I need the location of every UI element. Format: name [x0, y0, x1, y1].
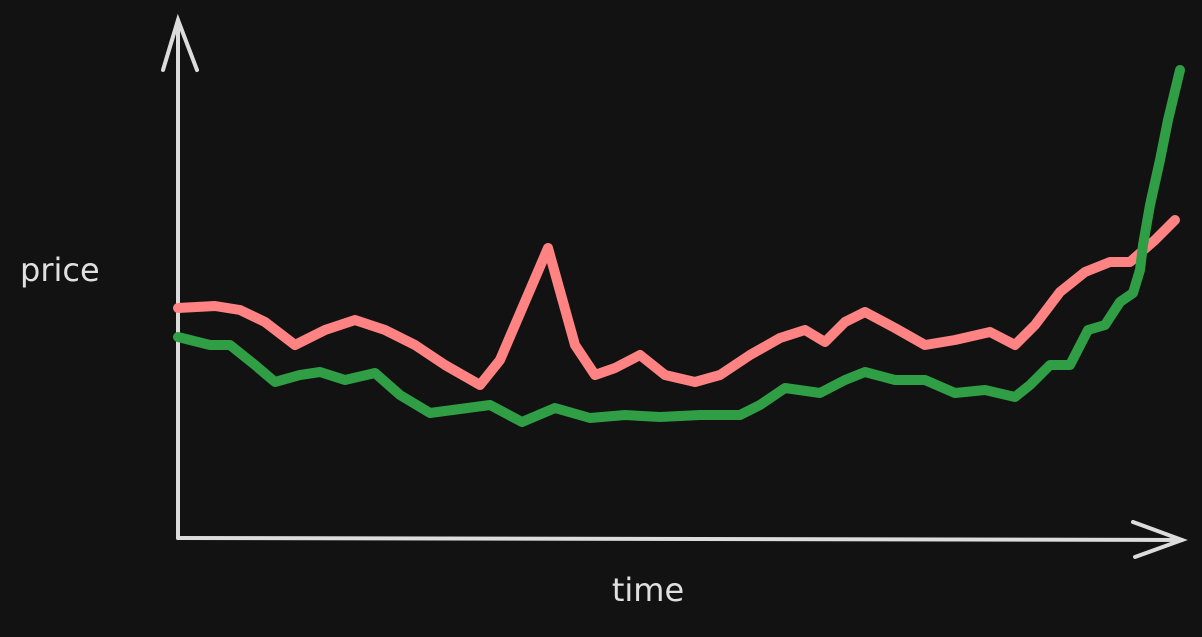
x-axis-label: time: [612, 571, 684, 609]
price-line: [173, 65, 1185, 427]
x-axis: [176, 536, 1184, 542]
price-line: [173, 215, 1180, 390]
x-axis-arrow: [1131, 520, 1188, 559]
axes: [161, 13, 1188, 559]
y-axis-label: price: [20, 251, 100, 289]
y-axis-arrow: [161, 13, 199, 72]
